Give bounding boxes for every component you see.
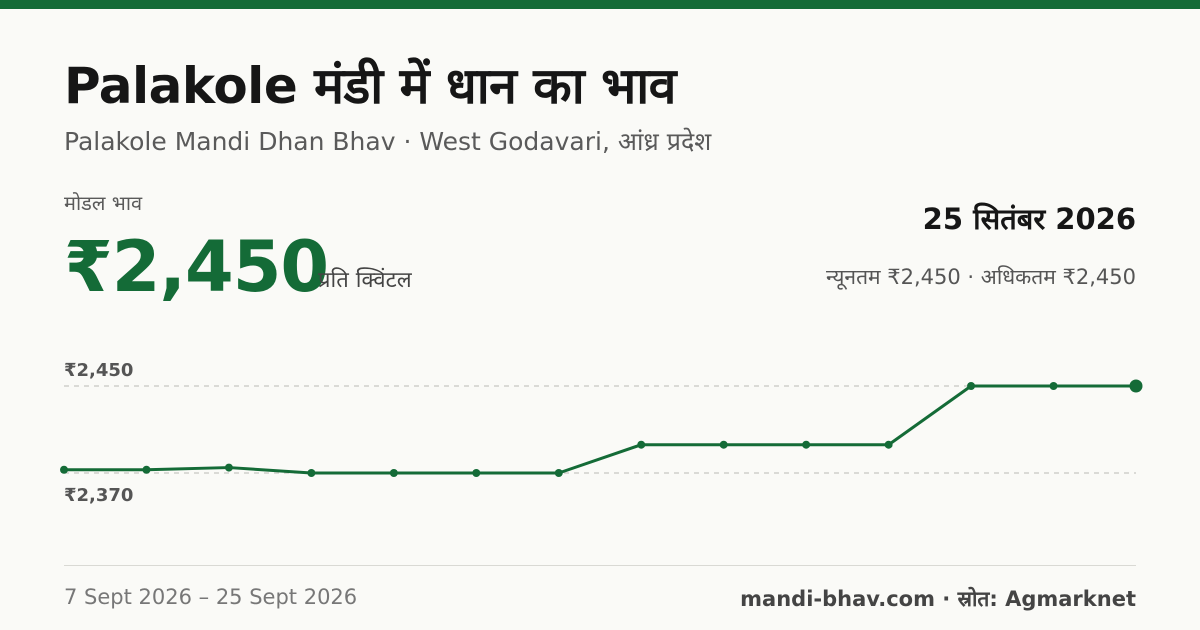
gridlines	[64, 385, 1136, 474]
data-point	[884, 440, 893, 449]
data-point	[719, 440, 728, 449]
data-point	[389, 469, 398, 477]
data-point	[554, 469, 563, 477]
page-subtitle: Palakole Mandi Dhan Bhav · West Godavari…	[64, 127, 712, 156]
y-tick-label: ₹2,370	[64, 485, 133, 506]
page-title: Palakole मंडी में धान का भाव	[64, 57, 676, 115]
data-point	[1049, 382, 1058, 390]
data-point	[802, 440, 811, 449]
top-accent-bar	[0, 0, 1200, 9]
min-max-price: न्यूनतम ₹2,450 · अधिकतम ₹2,450	[826, 265, 1136, 289]
model-price-label: मोडल भाव	[64, 191, 143, 215]
data-point	[224, 463, 233, 472]
data-point	[967, 382, 976, 390]
date-range: 7 Sept 2026 – 25 Sept 2026	[64, 585, 358, 609]
y-tick-label: ₹2,450	[64, 360, 133, 381]
data-point	[637, 440, 646, 449]
price-trend-chart: ₹2,450 ₹2,370	[60, 360, 1143, 506]
data-point	[472, 469, 481, 477]
price-unit: प्रति क्विंटल	[318, 268, 412, 293]
data-point	[60, 465, 68, 474]
footer-divider	[64, 565, 1136, 566]
source-credit: mandi-bhav.com · स्रोत: Agmarknet	[740, 587, 1136, 611]
series-layer	[60, 379, 1143, 477]
data-point	[142, 465, 151, 474]
data-point	[307, 469, 316, 477]
price-line	[64, 384, 1136, 475]
latest-data-point	[1129, 379, 1143, 393]
y-axis-labels: ₹2,450 ₹2,370	[64, 360, 133, 506]
price-date: 25 सितंबर 2026	[922, 202, 1136, 236]
model-price-value: ₹2,450	[64, 226, 329, 308]
